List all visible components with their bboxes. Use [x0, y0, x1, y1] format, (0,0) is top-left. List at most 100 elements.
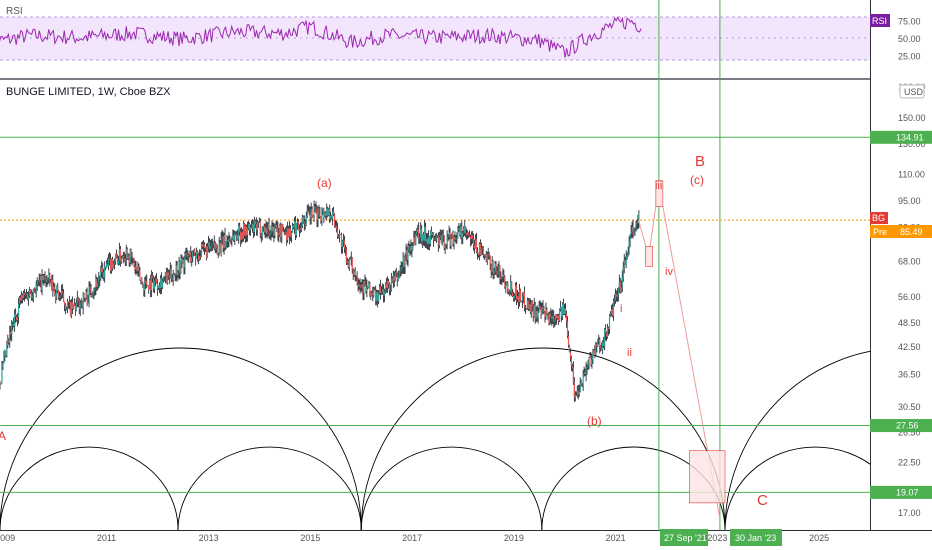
candle-body: [85, 292, 87, 298]
candle-body: [392, 275, 394, 282]
wave-iv-box: [645, 246, 653, 267]
candle-body: [203, 244, 206, 249]
candle-body: [105, 266, 107, 268]
candle-body: [35, 284, 37, 293]
candle-body: [520, 301, 523, 302]
candle-body: [505, 284, 507, 287]
candle-body: [132, 258, 134, 261]
candle-body: [338, 234, 341, 237]
candle-body: [405, 249, 407, 255]
candle-body: [141, 279, 143, 284]
candle-body: [440, 235, 442, 243]
candle-body: [582, 374, 584, 386]
candle-body: [442, 234, 444, 236]
candle-body: [322, 208, 324, 210]
candle-body: [191, 257, 193, 262]
candle-body: [561, 307, 563, 317]
date-badge-left-box: [660, 529, 708, 546]
candle-body: [426, 238, 429, 244]
candle-body: [146, 280, 148, 286]
candle-body: [251, 223, 254, 229]
candle-body: [78, 300, 80, 309]
candle-body: [49, 274, 51, 283]
time-tick-label: 2025: [809, 533, 829, 543]
candle-body: [604, 329, 606, 346]
candle-body: [421, 229, 423, 242]
price-scale[interactable]: 75.00 50.00 25.00 150.00 130.00 110.00 95.00 8…: [870, 0, 932, 530]
candle-body: [17, 317, 19, 321]
candle-body: [617, 288, 619, 296]
candle-body: [237, 235, 239, 240]
candle-body: [351, 258, 353, 271]
candle-body: [622, 266, 624, 277]
candle-body: [430, 230, 433, 235]
candle-body: [16, 316, 18, 321]
candle-body: [499, 265, 501, 278]
candle-body: [315, 207, 317, 213]
candle-body: [93, 290, 95, 295]
pre-badge-box: [870, 225, 932, 238]
price-tick-label: 95.00: [898, 196, 921, 206]
candle-body: [619, 281, 621, 293]
candle-body: [256, 221, 258, 231]
candle-body: [87, 300, 89, 304]
candle-body: [330, 216, 332, 219]
time-scale[interactable]: 2009 2011 2013 2015 2017 2019 2021 2023 2025 27 …: [0, 529, 932, 550]
candle-body: [398, 271, 400, 277]
candle-body: [319, 214, 321, 217]
candle-body: [114, 254, 117, 262]
currency-badge[interactable]: USD: [904, 87, 924, 97]
candle-body: [34, 291, 36, 293]
candle-body: [12, 323, 14, 326]
candle-body: [503, 275, 505, 277]
candle-body: [557, 315, 559, 319]
candle-body: [517, 296, 520, 302]
candle-body: [218, 242, 220, 255]
candle-body: [543, 309, 545, 313]
candle-body: [286, 232, 288, 240]
candle-body: [404, 254, 406, 267]
candle-body: [214, 243, 216, 250]
currency-badge-box[interactable]: [899, 84, 925, 99]
candle-body: [548, 314, 550, 324]
candle-body: [58, 290, 60, 298]
candle-body: [228, 239, 230, 242]
candle-body: [279, 224, 281, 236]
candle-body: [630, 231, 632, 235]
candle-body: [341, 240, 344, 247]
candle-body: [410, 245, 412, 251]
time-tick-label: 2011: [97, 533, 116, 543]
candle-body: [272, 226, 274, 232]
candle-body: [11, 325, 13, 335]
candle-body: [182, 259, 184, 263]
candle-body: [383, 291, 386, 296]
price-tick-label: 48.50: [898, 318, 921, 328]
candle-body: [28, 289, 30, 296]
candle-body: [328, 208, 330, 216]
candle-body: [428, 237, 431, 245]
candle-body: [236, 234, 238, 236]
candle-body: [9, 331, 11, 343]
candle-body: [41, 275, 43, 290]
candle-body: [344, 248, 346, 250]
candle-body: [340, 234, 343, 247]
candle-body: [291, 225, 294, 233]
candle-body: [463, 232, 465, 234]
candle-body: [339, 234, 342, 235]
candle-body: [346, 261, 348, 263]
candle-body: [139, 270, 141, 281]
candle-body: [10, 331, 12, 335]
candle-body: [356, 275, 358, 284]
candle-body: [555, 314, 557, 321]
price-tick-label: 42.50: [898, 342, 921, 352]
candle-body: [187, 254, 189, 257]
time-scale-bg: [0, 530, 932, 550]
candle-body: [613, 300, 616, 302]
candle-body: [532, 306, 534, 318]
candle-body: [152, 275, 154, 279]
candle-body: [493, 270, 495, 275]
candle-body: [602, 342, 604, 350]
candle-body: [127, 255, 129, 259]
candle-body: [223, 234, 225, 249]
